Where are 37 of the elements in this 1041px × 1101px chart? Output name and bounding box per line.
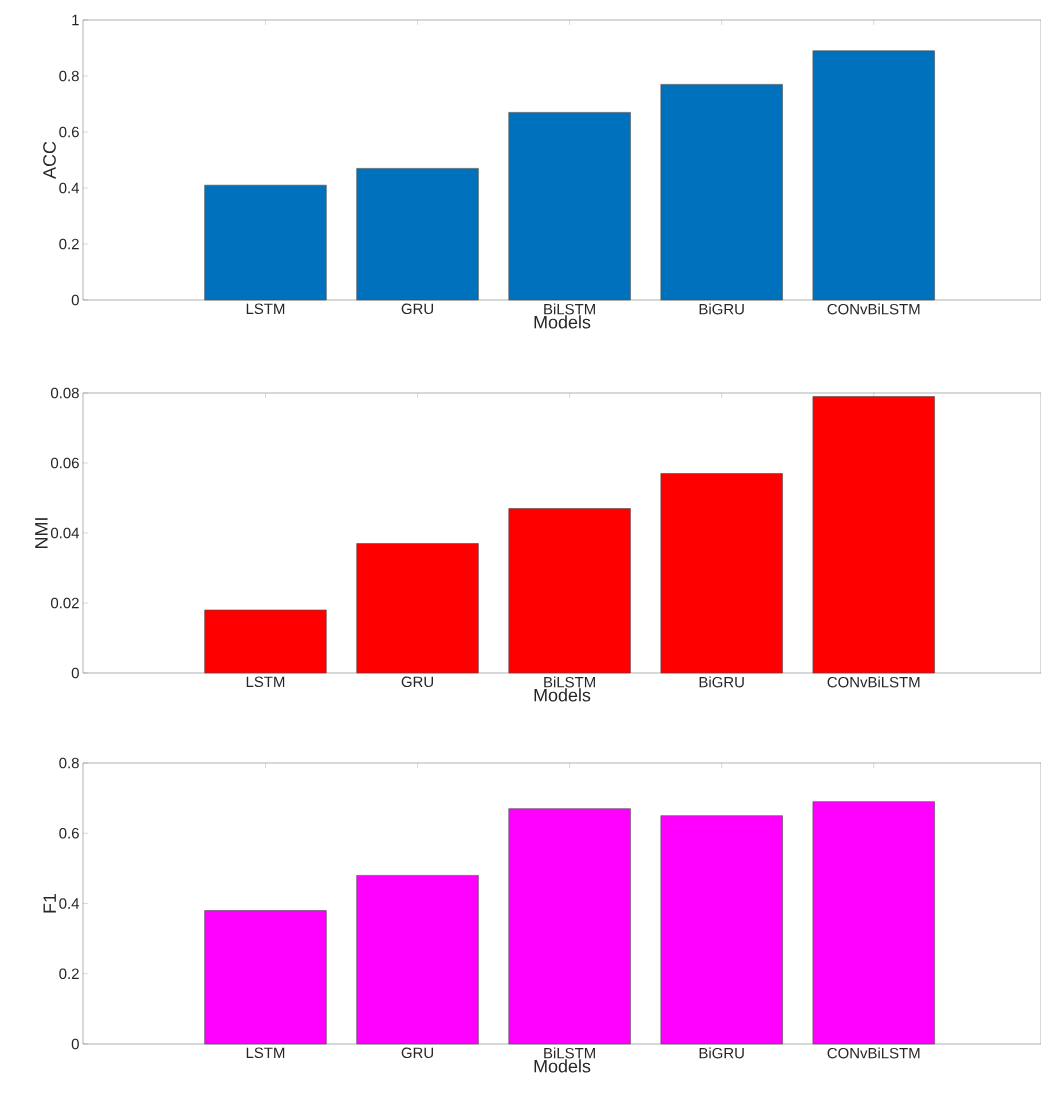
x-tick-label: LSTM bbox=[246, 1047, 285, 1059]
y-tick-label: 0.02 bbox=[50, 597, 79, 609]
y-tick-label: 1 bbox=[72, 14, 79, 26]
y-tick-label: 0.08 bbox=[50, 387, 79, 399]
y-tick-label: 0.8 bbox=[59, 70, 79, 82]
x-axis-title: Models bbox=[534, 315, 591, 329]
x-tick-label: LSTM bbox=[246, 303, 285, 315]
x-axis-title: Models bbox=[534, 688, 591, 702]
x-tick-label: CONvBiLSTM bbox=[827, 303, 920, 315]
y-tick-label: 0.4 bbox=[59, 898, 80, 909]
y-axis-title: ACC bbox=[43, 141, 56, 179]
x-tick-label: BiLSTM bbox=[544, 303, 595, 315]
y-tick-label: 0.2 bbox=[59, 238, 79, 250]
y-tick-label: 0.2 bbox=[59, 968, 79, 980]
x-tick-label: BiLSTM bbox=[544, 676, 595, 688]
y-axis-title: NMI bbox=[35, 518, 48, 548]
y-tick-label: 0.04 bbox=[50, 527, 80, 539]
x-tick-label: CONvBiLSTM bbox=[827, 676, 920, 688]
y-tick-label: 0 bbox=[71, 294, 79, 306]
x-tick-label: LSTM bbox=[246, 676, 285, 688]
x-tick-label: CONvBiLSTM bbox=[827, 1047, 920, 1059]
x-tick-label: GRU bbox=[401, 1047, 433, 1059]
y-tick-label: 0 bbox=[71, 667, 79, 679]
y-tick-label: 0.6 bbox=[59, 126, 79, 138]
x-tick-label: BiGRU bbox=[699, 303, 744, 315]
y-tick-label: 0.8 bbox=[59, 757, 79, 769]
x-axis-title: Models bbox=[534, 1059, 591, 1073]
y-tick-label: 0.4 bbox=[59, 182, 80, 194]
y-axis-title: F1 bbox=[43, 893, 56, 913]
y-tick-label: 0.06 bbox=[50, 457, 79, 469]
x-tick-label: GRU bbox=[401, 676, 433, 688]
x-tick-label: BiGRU bbox=[699, 1047, 744, 1059]
x-tick-label: GRU bbox=[401, 303, 433, 315]
y-tick-label: 0 bbox=[71, 1038, 79, 1050]
y-tick-label: 0.6 bbox=[59, 827, 79, 839]
x-tick-label: BiGRU bbox=[699, 676, 744, 688]
x-tick-label: BiLSTM bbox=[544, 1047, 595, 1059]
